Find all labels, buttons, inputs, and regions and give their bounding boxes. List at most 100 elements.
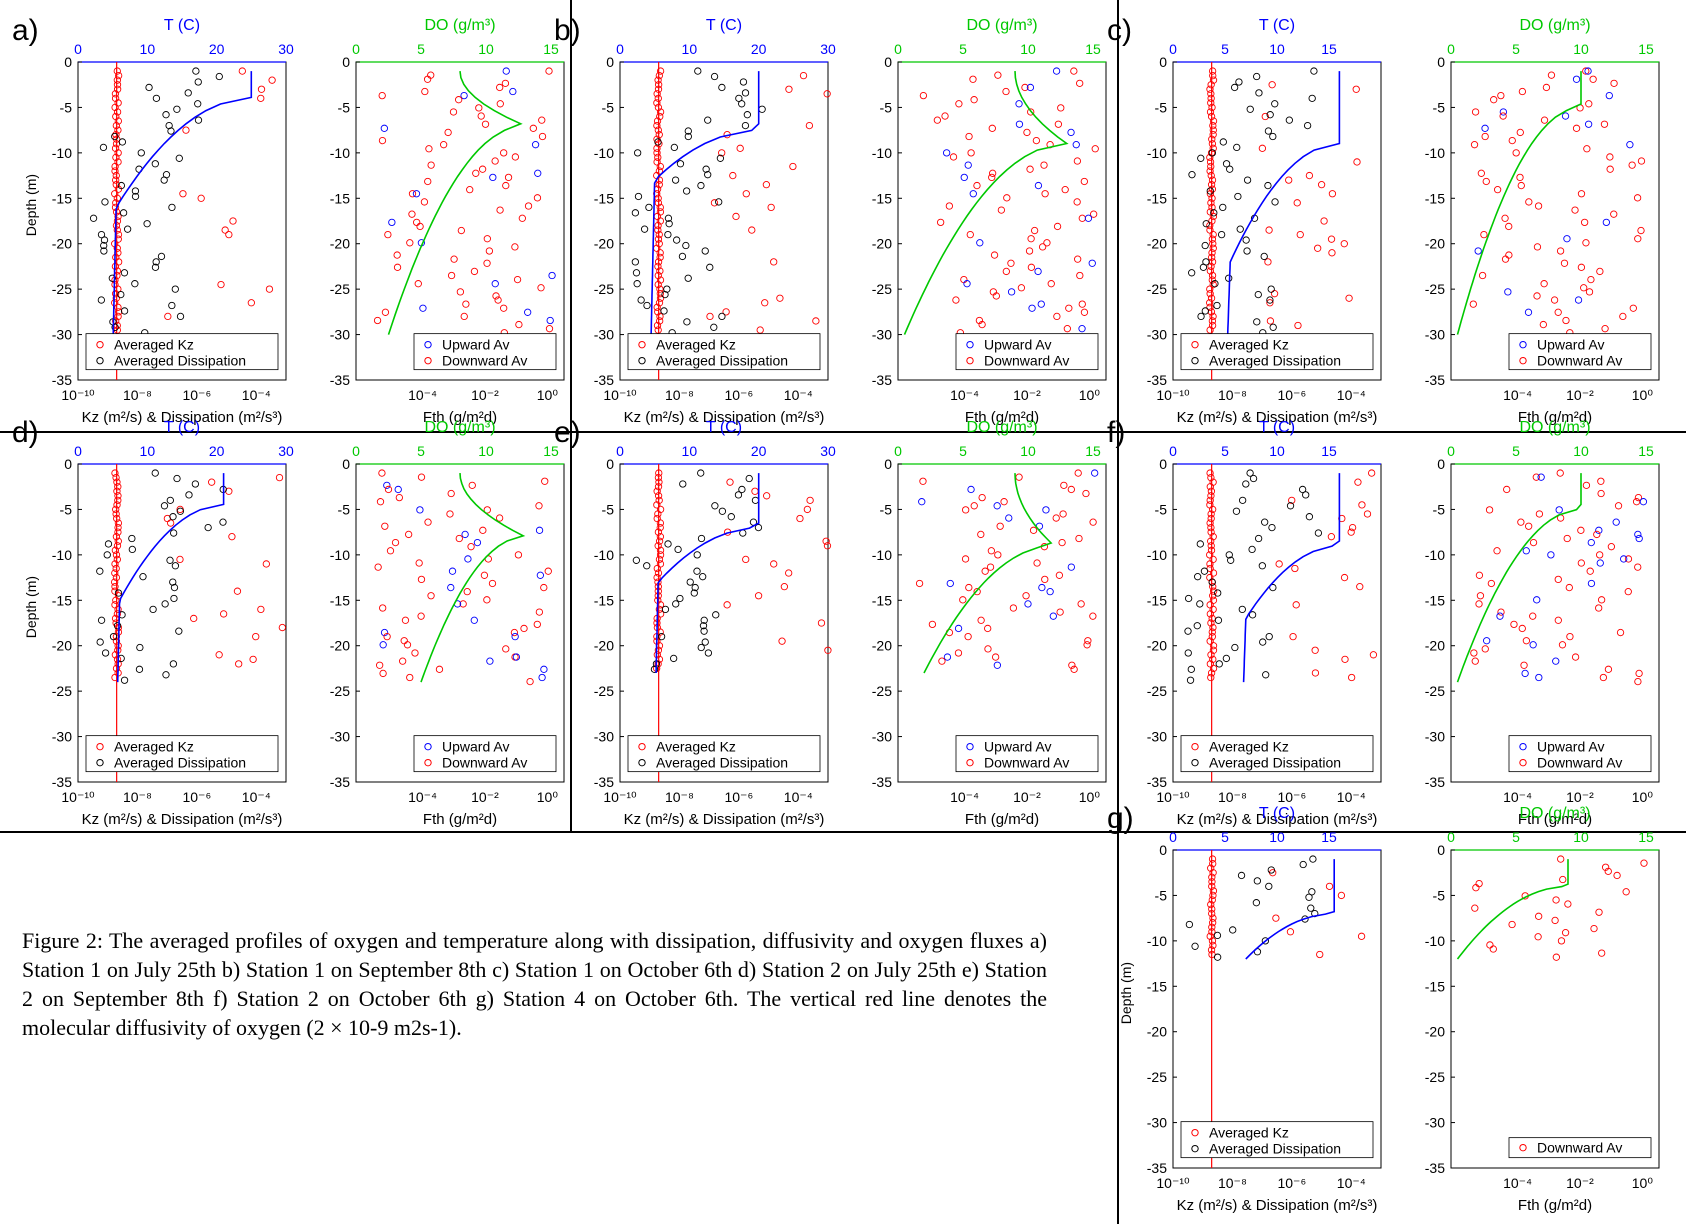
- kz-point: [656, 285, 664, 293]
- legend-downward-marker: [424, 758, 432, 767]
- temp-tick-label: 30: [820, 41, 836, 57]
- do-tick-label: 5: [959, 41, 967, 57]
- dissipation-point: [118, 138, 127, 146]
- dissipation-point: [679, 480, 687, 488]
- downward-flux-point: [1480, 230, 1488, 239]
- depth-tick-label: -25: [52, 683, 72, 699]
- temp-tick-label: 0: [1169, 41, 1177, 57]
- dissipation-point: [117, 290, 125, 299]
- dissipation-point: [1242, 236, 1250, 244]
- do-tick-label: 0: [894, 443, 902, 459]
- dissipation-point: [191, 480, 200, 488]
- kz-point: [112, 564, 120, 573]
- legend-kz-marker: [1191, 742, 1199, 751]
- depth-tick-label: -10: [330, 547, 350, 563]
- dissipation-point: [633, 280, 641, 288]
- dissipation-point: [168, 301, 176, 310]
- kz-point: [1209, 919, 1217, 927]
- dissipation-point: [1308, 94, 1316, 102]
- kz-point: [742, 190, 750, 198]
- dissipation-point: [194, 100, 202, 108]
- dissipation-point: [691, 583, 699, 592]
- downward-flux-point: [1552, 953, 1561, 961]
- depth-tick-label: -25: [872, 683, 892, 699]
- upward-flux-point: [460, 91, 468, 100]
- dissipation-point: [136, 643, 144, 652]
- dissipation-point: [184, 89, 192, 97]
- dissipation-point: [634, 149, 642, 157]
- dissipation-point: [168, 203, 176, 212]
- dissipation-point: [699, 573, 707, 581]
- kz-point: [1209, 212, 1218, 221]
- downward-flux-point: [481, 120, 490, 128]
- kz-point: [1208, 249, 1216, 257]
- upward-flux-point: [1574, 296, 1583, 304]
- downward-flux-point: [1025, 247, 1034, 255]
- depth-tick-label: -15: [594, 190, 614, 206]
- upward-flux-point: [461, 530, 469, 539]
- downward-flux-point: [446, 510, 454, 518]
- upward-flux-point: [1067, 128, 1075, 137]
- legend-downward-label: Downward Av: [1537, 755, 1622, 771]
- kz-point: [1294, 321, 1302, 330]
- kz-point: [1206, 303, 1214, 311]
- do-tick-label: 5: [417, 41, 425, 57]
- downward-flux-point: [480, 571, 489, 579]
- kz-point: [770, 258, 778, 266]
- downward-flux-point: [1535, 510, 1544, 518]
- kz-point: [654, 646, 663, 654]
- downward-flux-point: [965, 583, 973, 592]
- downward-flux-point: [1091, 145, 1099, 153]
- upward-flux-point: [1634, 530, 1642, 539]
- kz-point: [653, 158, 661, 166]
- kz-point: [1208, 855, 1217, 863]
- dissipation-point: [1265, 632, 1273, 641]
- downward-flux-point: [1629, 304, 1637, 312]
- downward-flux-point: [1487, 579, 1496, 588]
- log-tick-label: 10⁻¹⁰: [603, 789, 637, 805]
- downward-flux-point: [1637, 226, 1645, 235]
- dissipation-point: [1188, 171, 1196, 179]
- dissipation-point: [175, 627, 183, 635]
- downward-flux-point: [1590, 924, 1598, 933]
- kz-point: [656, 551, 665, 559]
- downward-flux-point: [381, 308, 390, 316]
- kz-point: [1206, 573, 1214, 582]
- kz-point: [112, 176, 120, 184]
- kz-point: [247, 299, 255, 307]
- kz-point: [1305, 171, 1314, 180]
- dissipation-point: [173, 105, 181, 113]
- temp-axis-title: T (C): [706, 17, 742, 34]
- downward-flux-point: [1070, 665, 1078, 673]
- kz-point: [1208, 271, 1217, 280]
- kz-point: [656, 276, 665, 284]
- downward-flux-point: [504, 173, 513, 182]
- dissipation-point: [1302, 491, 1310, 499]
- downward-flux-point: [1002, 267, 1010, 276]
- upward-flux-point: [534, 169, 542, 177]
- kz-point: [1272, 914, 1280, 922]
- kz-point: [655, 140, 663, 148]
- fth-tick-label: 10⁰: [1079, 789, 1101, 805]
- right-legend: [413, 333, 557, 371]
- kz-point: [215, 651, 223, 659]
- kz-point: [257, 605, 265, 614]
- downward-flux-point: [994, 71, 1002, 79]
- upward-flux-point: [964, 161, 972, 169]
- kz-point: [111, 90, 120, 98]
- kz-point: [1209, 76, 1218, 84]
- do-tick-label: 0: [352, 443, 360, 459]
- log-tick-label: 10⁻⁶: [724, 789, 753, 805]
- kz-point: [1311, 669, 1320, 677]
- kz-point: [718, 149, 726, 157]
- downward-flux-point: [400, 637, 408, 645]
- downward-flux-point: [919, 91, 928, 100]
- downward-flux-point: [424, 518, 432, 526]
- fth-tick-label: 10⁻²: [1013, 387, 1041, 403]
- kz-point: [1345, 294, 1353, 302]
- downward-flux-point: [986, 563, 995, 571]
- temp-tick-label: 10: [1269, 829, 1285, 845]
- kz-point: [1209, 623, 1217, 632]
- kz-point: [1209, 664, 1218, 673]
